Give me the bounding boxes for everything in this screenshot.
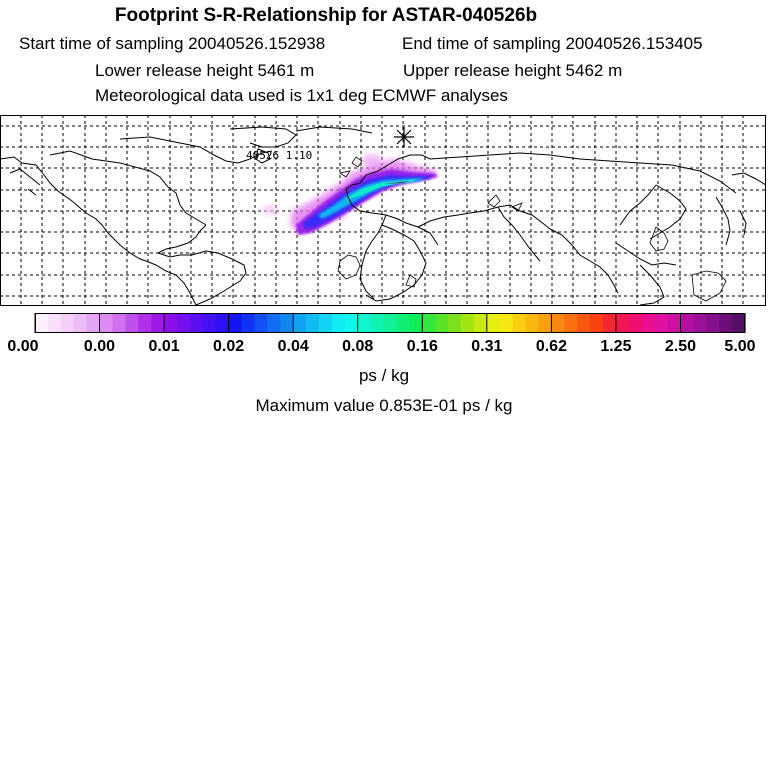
colorbar-tick-label: 1.25 xyxy=(600,338,632,355)
colorbar-cell xyxy=(73,314,88,332)
colorbar-cell xyxy=(499,314,514,332)
colorbar-cell xyxy=(202,314,217,332)
colorbar-cell xyxy=(654,314,669,332)
end-time-label: End time of sampling 20040526.153405 xyxy=(402,34,703,53)
plume-footprint xyxy=(262,154,440,235)
plot-title: Footprint S-R-Relationship for ASTAR-040… xyxy=(114,5,538,26)
colorbar-cell xyxy=(344,314,359,332)
colorbar-cell xyxy=(331,314,346,332)
colorbar-cell xyxy=(551,314,565,332)
colorbar-cell xyxy=(357,314,372,332)
colorbar-cell xyxy=(86,314,101,332)
lower-height-label: Lower release height 5461 m xyxy=(95,61,315,80)
colorbar-cell xyxy=(512,314,527,332)
map-frame xyxy=(0,115,766,306)
colorbar-cell xyxy=(112,314,126,332)
colorbar-tick-label: 0.01 xyxy=(148,338,180,355)
colorbar-tick-label: 0.31 xyxy=(471,338,503,355)
colorbar-tick-label: 2.50 xyxy=(664,338,697,355)
colorbar-cell xyxy=(138,314,152,332)
footprint-map: 40526 1.10 xyxy=(0,115,766,306)
colorbar-cell xyxy=(486,314,501,332)
colorbar-cell xyxy=(473,314,488,332)
colorbar-tick-label: 0.02 xyxy=(213,338,245,355)
colorbar-cell xyxy=(719,314,733,332)
colorbar-cell xyxy=(151,314,165,332)
colorbar-cell xyxy=(189,314,204,332)
colorbar-cell xyxy=(99,314,114,332)
colorbar xyxy=(34,313,746,333)
maximum-value-label: Maximum value 0.853E-01 ps / kg xyxy=(255,396,513,415)
colorbar-cell xyxy=(228,314,243,332)
colorbar-cell xyxy=(525,314,540,332)
upper-height-label: Upper release height 5462 m xyxy=(403,61,623,80)
colorbar-cell xyxy=(628,314,643,332)
colorbar-tick-label: 0.08 xyxy=(342,338,374,355)
colorbar-cell xyxy=(293,314,307,332)
colorbar-cell xyxy=(370,314,385,332)
colorbar-cell xyxy=(732,314,746,332)
colorbar-cell xyxy=(448,314,462,332)
colorbar-cell xyxy=(680,314,694,332)
colorbar-tick-label: 0.16 xyxy=(406,338,438,355)
colorbar-cell xyxy=(164,314,178,332)
station-marker xyxy=(394,127,414,147)
colorbar-tick-label: 0.04 xyxy=(277,338,309,355)
colorbar-cell xyxy=(693,314,707,332)
map-annotation: 40526 1.10 xyxy=(246,149,312,162)
start-time-label: Start time of sampling 20040526.152938 xyxy=(19,34,326,53)
colorbar-cell xyxy=(615,314,630,332)
colorbar-tick-label: 0.00 xyxy=(7,338,39,355)
colorbar-cell xyxy=(396,314,410,332)
colorbar-cell xyxy=(60,314,75,332)
colorbar-cell xyxy=(125,314,139,332)
colorbar-cell xyxy=(241,314,256,332)
colorbar-cell xyxy=(577,314,591,332)
colorbar-tick-label: 0.62 xyxy=(535,338,567,355)
colorbar-cell xyxy=(667,314,682,332)
colorbar-cell xyxy=(267,314,281,332)
colorbar-cell xyxy=(35,314,49,332)
colorbar-tick-label: 0.00 xyxy=(83,338,116,355)
colorbar-cell xyxy=(47,314,62,332)
colorbar-cell xyxy=(383,314,398,332)
colorbar-cell xyxy=(177,314,191,332)
units-label: ps / kg xyxy=(358,366,410,385)
colorbar-cell xyxy=(461,314,475,332)
colorbar-cell xyxy=(306,314,320,332)
colorbar-cell xyxy=(564,314,578,332)
colorbar-cell xyxy=(254,314,268,332)
colorbar-cell xyxy=(590,314,604,332)
colorbar-tick-label: 5.00 xyxy=(724,338,756,355)
met-data-label: Meteorological data used is 1x1 deg ECMW… xyxy=(95,86,508,105)
coastlines xyxy=(1,126,765,305)
colorbar-cell xyxy=(435,314,449,332)
colorbar-cell xyxy=(280,314,294,332)
colorbar-cell xyxy=(215,314,230,332)
colorbar-cell xyxy=(603,314,617,332)
colorbar-cell xyxy=(319,314,333,332)
colorbar-ticks xyxy=(34,313,746,333)
colorbar-cell xyxy=(641,314,656,332)
colorbar-cell xyxy=(422,314,436,332)
colorbar-cell xyxy=(538,314,552,332)
colorbar-cells xyxy=(35,314,746,332)
colorbar-cell xyxy=(409,314,423,332)
colorbar-cell xyxy=(706,314,720,332)
